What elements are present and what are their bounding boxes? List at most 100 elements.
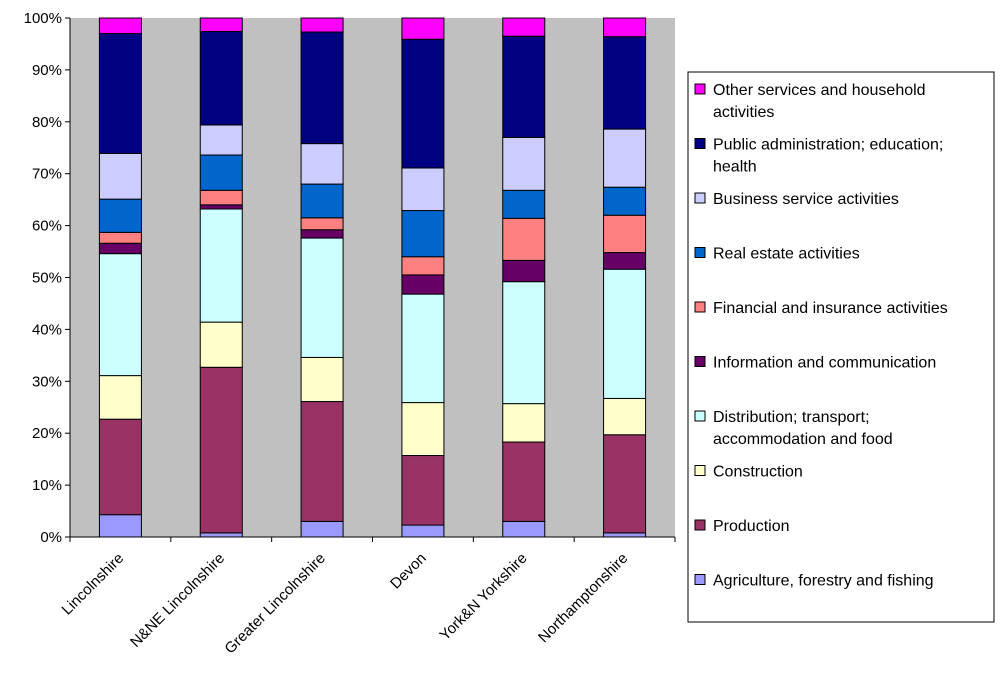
x-tick-label: Devon bbox=[387, 550, 430, 593]
bar-segment bbox=[199, 124, 243, 156]
legend-swatch bbox=[694, 410, 706, 422]
y-tick-label: 100% bbox=[24, 10, 62, 27]
legend-label: Information and communication bbox=[713, 355, 936, 372]
bar-segment bbox=[401, 455, 445, 526]
bar-segment bbox=[502, 281, 546, 405]
bar-segment bbox=[401, 167, 445, 212]
legend-label: Real estate activities bbox=[713, 246, 860, 263]
bar-segment bbox=[300, 237, 344, 358]
bar-segment bbox=[502, 403, 546, 443]
bar-segment bbox=[98, 198, 142, 233]
bar-segment bbox=[603, 186, 647, 216]
bar-segment bbox=[603, 17, 647, 38]
bar-segment bbox=[401, 402, 445, 457]
legend-swatch bbox=[694, 574, 706, 585]
bar-segment bbox=[199, 366, 243, 534]
bar-segment bbox=[98, 514, 142, 538]
bar-segment bbox=[199, 17, 243, 32]
bar-segment bbox=[502, 136, 546, 191]
legend-swatch bbox=[694, 247, 706, 258]
y-tick-label: 60% bbox=[32, 218, 62, 235]
bar-segment bbox=[98, 253, 142, 377]
bar-segment bbox=[603, 128, 647, 188]
legend-label: accommodation and food bbox=[713, 431, 893, 448]
bar-segment bbox=[401, 17, 445, 40]
bar-segment bbox=[502, 441, 546, 522]
y-tick-label: 30% bbox=[32, 373, 62, 390]
bar-segment bbox=[401, 256, 445, 276]
y-tick-label: 40% bbox=[32, 321, 62, 338]
legend-box bbox=[687, 71, 995, 623]
bar-segment bbox=[98, 152, 142, 200]
bar-segment bbox=[401, 274, 445, 295]
legend-label: Distribution; transport; bbox=[713, 409, 870, 426]
legend-label: Public administration; education; bbox=[713, 137, 943, 154]
bar-segment bbox=[300, 183, 344, 219]
bar-segment bbox=[502, 217, 546, 261]
legend-label: Production bbox=[713, 518, 790, 535]
y-tick-label: 70% bbox=[32, 166, 62, 183]
x-tick-label: N&NE Lincolnshire bbox=[127, 550, 228, 651]
y-tick-label: 50% bbox=[32, 270, 62, 287]
axes-layer bbox=[65, 17, 676, 542]
legend-label: Other services and household bbox=[713, 82, 926, 99]
bar-segment bbox=[603, 36, 647, 130]
bar-segment bbox=[603, 397, 647, 436]
bar-segment bbox=[603, 532, 647, 538]
legend-swatch bbox=[694, 83, 706, 95]
x-tick-label: York&N Yorkshire bbox=[436, 550, 530, 644]
bar-segment bbox=[300, 520, 344, 538]
legend-swatch bbox=[694, 519, 706, 531]
bar-segment bbox=[300, 356, 344, 403]
bar-segment bbox=[401, 524, 445, 538]
bar-segment bbox=[199, 532, 243, 538]
bar-segment bbox=[401, 38, 445, 169]
y-tick-label: 0% bbox=[40, 529, 62, 546]
bar-segment bbox=[300, 229, 344, 239]
bar-segment bbox=[603, 214, 647, 254]
y-tick-label: 20% bbox=[32, 425, 62, 442]
legend-label: activities bbox=[713, 104, 774, 121]
bar-segment bbox=[98, 242, 142, 255]
bar-segment bbox=[603, 434, 647, 534]
bar-segment bbox=[502, 520, 546, 538]
bar-segment bbox=[401, 210, 445, 258]
bar-segment bbox=[98, 33, 142, 154]
bar-segment bbox=[300, 17, 344, 33]
legend-label: health bbox=[713, 159, 757, 176]
bar-segment bbox=[401, 293, 445, 404]
legend-swatch bbox=[694, 356, 706, 367]
legend-label: Financial and insurance activities bbox=[713, 300, 948, 317]
bar-segment bbox=[98, 17, 142, 35]
x-tick-label: Northamptonshire bbox=[535, 550, 631, 646]
bar-segment bbox=[98, 418, 142, 516]
legend-swatch bbox=[694, 138, 706, 149]
legend-label: Construction bbox=[713, 464, 803, 481]
bars-layer bbox=[98, 17, 647, 538]
y-tick-labels: 0% 10% 20% 30% 40% 50% 60% 70% 80% 90% 100% bbox=[24, 10, 62, 546]
bar-segment bbox=[98, 375, 142, 420]
bar-segment bbox=[300, 143, 344, 185]
bar-segment bbox=[502, 35, 546, 138]
y-tick-label: 90% bbox=[32, 62, 62, 79]
y-tick-label: 80% bbox=[32, 114, 62, 131]
bar-segment bbox=[199, 321, 243, 368]
legend: Other services and household activities Pu… bbox=[687, 71, 995, 623]
bar-segment bbox=[502, 189, 546, 219]
plot-area-background bbox=[70, 18, 675, 537]
legend-label: Agriculture, forestry and fishing bbox=[713, 573, 934, 590]
bar-segment bbox=[199, 30, 243, 126]
bar-segment bbox=[300, 401, 344, 522]
bar-segment bbox=[502, 259, 546, 283]
bar-segment bbox=[300, 31, 344, 145]
bar-segment bbox=[98, 231, 142, 244]
bar-segment bbox=[199, 189, 243, 206]
bar-segment bbox=[603, 268, 647, 399]
bar-segment bbox=[199, 204, 243, 210]
legend-label: Business service activities bbox=[713, 191, 899, 208]
legend-swatch bbox=[694, 192, 706, 204]
legend-swatch bbox=[694, 465, 706, 476]
bar-segment bbox=[199, 208, 243, 323]
